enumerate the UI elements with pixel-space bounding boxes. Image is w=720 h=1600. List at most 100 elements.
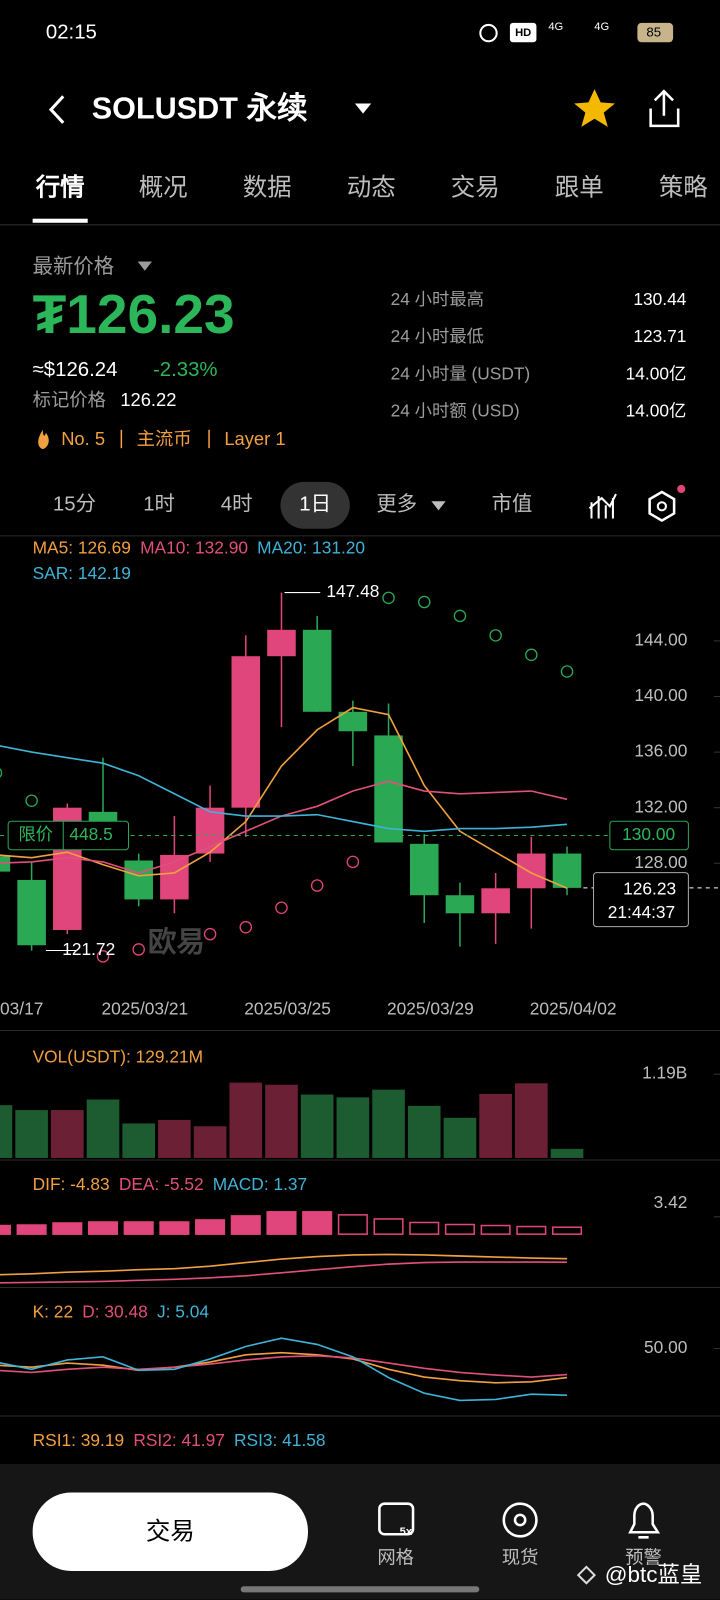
macd-bar [159,1221,190,1235]
price-change: -2.33% [153,359,218,381]
macd-bar [0,1224,11,1235]
high-label: 147.48 [326,581,379,601]
favorite-star[interactable] [574,89,615,127]
title-dropdown[interactable] [354,103,372,114]
stat-value: 123.71 [633,326,686,346]
more-dropdown[interactable] [431,501,446,511]
legend-item: D: 30.48 [82,1302,148,1322]
y-tick-label: 3.42 [654,1192,688,1212]
volume-bar [193,1126,227,1158]
interval[interactable]: 15分 [53,493,96,516]
settings-button[interactable] [648,490,676,523]
mark-price: 126.22 [120,389,176,410]
volume-bar [0,1105,13,1158]
last-price-label: 126.23 [623,878,676,898]
stat-label: 24 小时最高 [391,289,484,309]
trade-button-label[interactable]: 交易 [146,1518,195,1546]
x-tick-label: 2025/03/25 [244,999,331,1019]
macd-bar [230,1215,261,1235]
tab[interactable]: 策略 [659,174,708,202]
limit-order-box[interactable] [7,820,130,851]
volume-bar [372,1089,405,1158]
tab[interactable]: 跟单 [555,174,604,202]
interval[interactable]: 1日 [299,494,331,516]
legend-item: MA5: 126.69 [33,538,131,558]
volume-bar [443,1117,477,1158]
grid-icon[interactable] [378,1502,415,1536]
candle-body [124,860,153,900]
kdj-line [0,1355,568,1378]
stat-value: 14.00亿 [626,401,687,421]
tab[interactable]: 行情 [35,174,85,202]
tab[interactable]: 交易 [451,174,500,202]
stat-label: 24 小时最低 [391,326,484,346]
tag: No. 5 [61,428,105,449]
sar-dot [310,879,324,892]
back-button[interactable] [48,95,65,124]
spot-icon[interactable] [502,1502,538,1538]
kdj-line [0,1351,568,1384]
macd-bar [195,1219,226,1235]
interval[interactable]: 更多 [376,493,417,516]
interval[interactable]: 4时 [221,493,253,516]
sar-dot [417,595,431,609]
fire-icon [38,429,49,450]
x-tick-label: 2025/03/21 [101,999,188,1019]
nav-label[interactable]: 网格 [377,1547,414,1568]
tab[interactable]: 数据 [243,174,292,202]
volume-bar [336,1097,370,1158]
legend-item: DIF: -4.83 [33,1174,110,1194]
network: 4G [548,21,563,33]
candle-body [445,895,475,914]
sar-dot [346,855,360,869]
stat-label: 24 小时量 (USDT) [391,363,531,383]
interval-selected[interactable] [280,481,350,529]
candle-body [0,856,11,872]
nav-badge: 5x [400,1526,413,1538]
sar-dot [96,950,110,963]
indicator-button[interactable] [588,493,617,519]
candle-body [231,656,261,808]
macd-bar [302,1211,333,1235]
macd-bar [16,1224,47,1235]
stat-value: 130.44 [633,289,686,309]
sar-dot [489,629,502,642]
sar-dot [560,665,574,678]
price-dropdown[interactable] [137,261,152,271]
share-button[interactable] [649,89,680,128]
hd-label: HD [515,27,531,39]
trade-button[interactable] [32,1492,308,1571]
y-tick-label: 50.00 [644,1337,687,1357]
nav-label[interactable]: 预警 [625,1547,662,1568]
usd-price: ≈$126.24 [33,359,118,381]
last-price: ₮126.23 [33,283,235,345]
volume-bar [300,1094,334,1158]
legend-item: VOL(USDT): 129.21M [33,1047,203,1067]
watermark: 欧易 [148,926,205,958]
stat-label: 24 小时额 (USD) [391,401,520,421]
sar-dot [132,943,145,956]
alert-icon[interactable] [628,1502,661,1539]
battery-level: 85 [646,25,661,40]
nav-label[interactable]: 现货 [502,1547,539,1568]
sar-dot [382,591,395,605]
volume-bar [265,1084,298,1158]
macd-bar [516,1225,547,1235]
tab[interactable]: 概况 [139,174,188,202]
x-tick-label: 03/17 [0,999,43,1019]
limit-price-label: 130.00 [622,824,675,844]
tab[interactable]: 动态 [347,174,396,202]
spot-icon-center [513,1513,527,1527]
tag: 主流币 [137,428,192,449]
macd-bar [123,1221,154,1235]
interval[interactable]: 市值 [492,493,533,516]
y-tick-label: 144.00 [634,630,687,650]
countdown: 21:44:37 [608,902,675,922]
legend-item: RSI1: 39.19 [33,1430,125,1450]
network: 4G [594,21,609,33]
macd-bar [409,1221,440,1235]
sar-dot [0,768,3,778]
watermark: @btc蓝皇 [605,1562,703,1587]
interval[interactable]: 1时 [143,493,175,516]
